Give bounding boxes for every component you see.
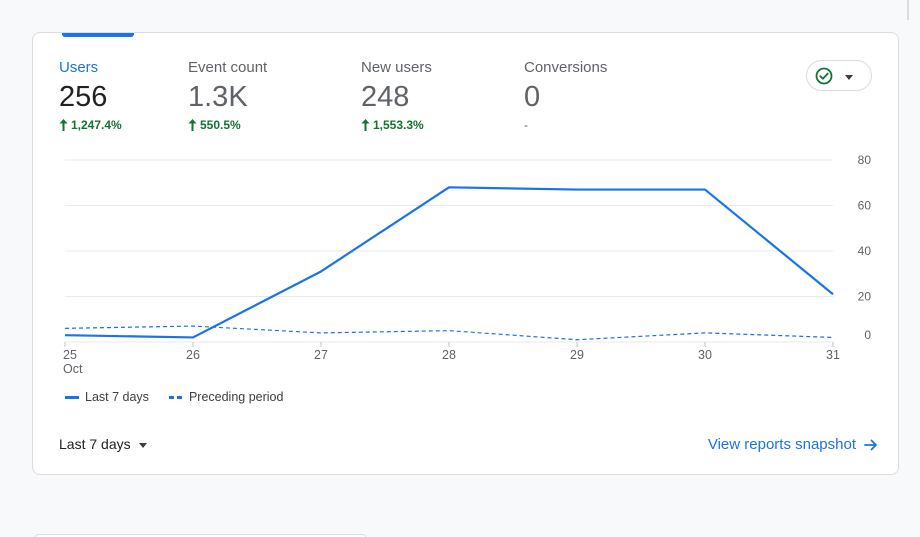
metric-change: 1,247.4%: [59, 118, 122, 132]
y-tick-label: 80: [858, 153, 872, 167]
view-reports-label: View reports snapshot: [707, 436, 856, 453]
metric-change-value: 550.5%: [200, 118, 241, 132]
arrow-right-icon: [864, 439, 877, 450]
x-tick-label: 30: [698, 348, 712, 362]
chevron-down-icon: [138, 443, 147, 448]
y-tick-label: 20: [858, 290, 872, 304]
legend-item-preceding-period[interactable]: Preceding period: [168, 390, 284, 404]
legend-label: Last 7 days: [85, 390, 149, 404]
chart-area: 0 20 40 60 80 25 26 27 28 29 30 31 Oct: [33, 148, 900, 408]
chevron-down-icon: [845, 74, 853, 80]
view-reports-snapshot-link[interactable]: View reports snapshot: [708, 436, 878, 453]
users-line-chart: 0 20 40 60 80 25 26 27 28 29 30 31 Oct: [63, 153, 872, 376]
legend-item-last-7-days[interactable]: Last 7 days: [65, 390, 149, 404]
x-tick-label: 25: [63, 348, 77, 362]
metric-change: 1,553.3%: [361, 118, 432, 132]
metric-change: 550.5%: [188, 118, 267, 132]
legend-label: Preceding period: [188, 390, 284, 404]
metric-change-value: -: [524, 118, 528, 132]
active-tab-indicator: [62, 33, 134, 37]
metric-label: New users: [361, 59, 432, 76]
metric-change: -: [524, 118, 607, 132]
arrow-up-icon: [188, 119, 197, 131]
metric-value: 1.3K: [188, 81, 248, 113]
arrow-up-icon: [361, 119, 370, 131]
metric-tabs: Users 256 1,247.4% Event count 1.3K 550.…: [33, 33, 898, 148]
metric-tab-users[interactable]: Users 256 1,247.4%: [59, 59, 122, 132]
date-range-dropdown[interactable]: Last 7 days: [59, 436, 147, 452]
y-tick-label: 60: [858, 199, 872, 213]
y-tick-label: 0: [864, 328, 871, 342]
metric-tab-new-users[interactable]: New users 248 1,553.3%: [361, 59, 432, 132]
arrow-up-icon: [59, 119, 68, 131]
metric-tab-conversions[interactable]: Conversions 0 -: [524, 59, 607, 132]
legend-swatch-solid: [65, 395, 79, 399]
x-tick-label: 29: [570, 348, 584, 362]
x-tick-label: 28: [442, 348, 456, 362]
x-tick-label: 27: [314, 348, 328, 362]
metric-label: Users: [59, 59, 99, 76]
x-axis-month-label: Oct: [63, 362, 83, 376]
scrollbar-edge[interactable]: [907, 0, 909, 20]
metric-change-value: 1,553.3%: [373, 118, 424, 132]
series-line-last-7-days: [64, 186, 834, 339]
metric-label: Conversions: [524, 59, 608, 76]
status-dropdown[interactable]: [806, 60, 872, 91]
metric-value: 248: [361, 81, 410, 113]
chart-legend: Last 7 days Preceding period: [65, 390, 283, 404]
date-range-label: Last 7 days: [59, 436, 131, 452]
metric-label: Event count: [188, 59, 268, 76]
series-line-preceding-period: [64, 325, 834, 341]
y-tick-label: 40: [858, 244, 872, 258]
metric-value: 256: [59, 81, 108, 113]
x-tick-label: 26: [186, 348, 200, 362]
legend-swatch-dashed: [168, 395, 183, 399]
metric-change-value: 1,247.4%: [71, 118, 122, 132]
overview-card: Users 256 1,247.4% Event count 1.3K 550.…: [32, 32, 899, 475]
metric-value: 0: [524, 81, 541, 113]
metric-tab-event-count[interactable]: Event count 1.3K 550.5%: [188, 59, 267, 132]
x-tick-label: 31: [826, 348, 840, 362]
check-circle-icon: [815, 67, 833, 84]
